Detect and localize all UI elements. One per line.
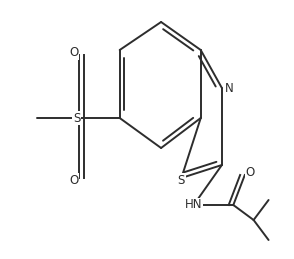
Text: O: O — [245, 166, 255, 179]
Text: HN: HN — [185, 198, 203, 212]
Text: S: S — [73, 112, 80, 125]
Text: O: O — [69, 46, 78, 59]
Text: N: N — [225, 82, 233, 95]
Text: S: S — [178, 174, 185, 187]
Text: O: O — [69, 174, 78, 187]
